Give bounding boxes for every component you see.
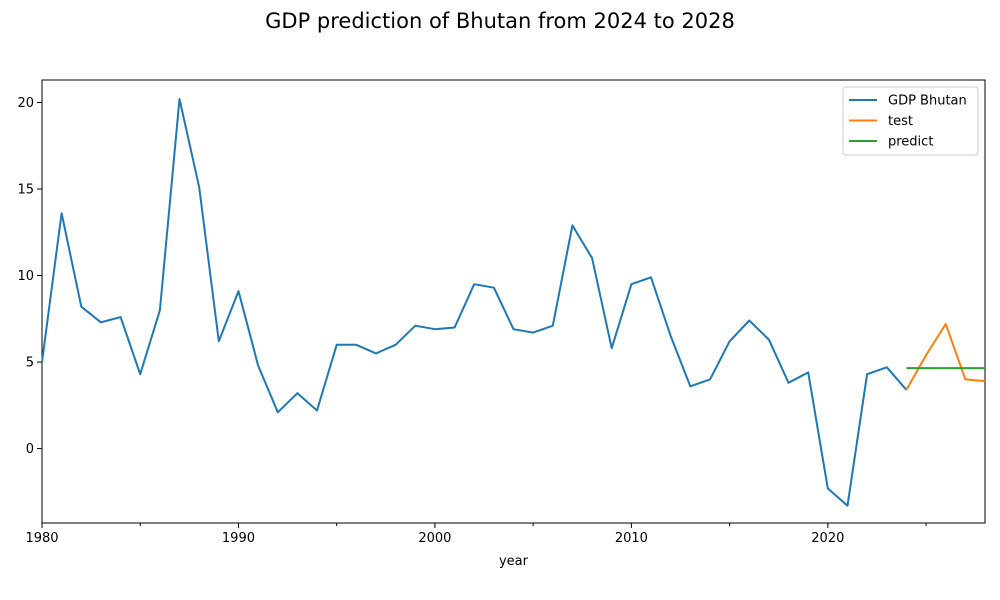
legend-label: predict [888, 135, 933, 150]
legend-box [842, 86, 979, 156]
y-tick-label: 5 [26, 356, 34, 371]
y-tick-label: 15 [17, 183, 34, 198]
series-line-test [905, 323, 986, 391]
plot-frame [41, 79, 986, 524]
y-tick-label: 0 [26, 442, 34, 457]
x-tick-label: 2000 [418, 531, 451, 546]
legend-label: test [888, 114, 913, 129]
legend-label: GDP Bhutan [888, 94, 967, 109]
chart-title: GDP prediction of Bhutan from 2024 to 20… [265, 9, 735, 33]
x-tick-label: 1980 [25, 531, 58, 546]
x-tick-label: 1990 [222, 531, 255, 546]
x-tick-label: 2010 [615, 531, 648, 546]
x-axis-label: year [499, 554, 529, 569]
y-tick-label: 20 [17, 96, 34, 111]
legend: GDP Bhutan test predict [842, 86, 979, 156]
x-tick-label: 2020 [811, 531, 844, 546]
y-tick-label: 10 [17, 269, 34, 284]
series-line-gdp-bhutan [41, 98, 908, 507]
